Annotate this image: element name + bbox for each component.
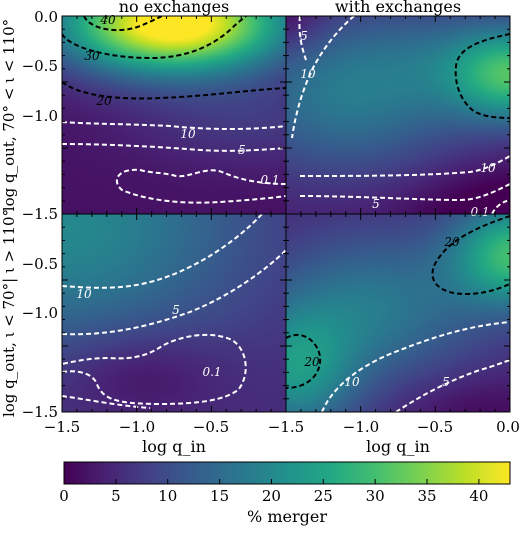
- y-axis-label-top: log q_out, 70° < ι < 110°: [0, 19, 18, 211]
- x-tick-label: −1.0: [343, 418, 379, 436]
- contour-label: 10: [180, 127, 196, 141]
- heatmap-bottom-left: [62, 214, 286, 412]
- contour-20-left: [286, 333, 322, 389]
- contour-0.1-corner: [491, 199, 510, 214]
- contour-5-upper: [298, 16, 307, 61]
- heatmap-bottom-right: [286, 214, 510, 412]
- y-tick-label: −1.5: [22, 403, 58, 421]
- contour-label: 20: [303, 355, 320, 369]
- contour-label: 5: [372, 197, 380, 211]
- contour-5: [395, 359, 510, 412]
- colorbar-tick-label: 25: [314, 487, 333, 505]
- y-axis-label-bottom: log q_out, ι < 70°| ι > 110°: [0, 209, 18, 417]
- contour-label: 20: [443, 235, 460, 249]
- column-title-no-exchanges: no exchanges: [119, 0, 230, 16]
- contour-0.1-bottom: [62, 395, 151, 409]
- y-tick-label: −1.5: [22, 205, 58, 223]
- contour-label: 0.1: [202, 365, 221, 379]
- colorbar-label: % merger: [247, 507, 327, 526]
- x-tick-label: −1.0: [119, 418, 155, 436]
- contour-label: 10: [76, 287, 92, 301]
- contour-10: [62, 214, 263, 289]
- colorbar-tick-label: 35: [417, 487, 436, 505]
- contour-20: [62, 81, 286, 100]
- x-axis-label: log q_in: [366, 437, 430, 456]
- y-tick-label: −0.5: [22, 57, 58, 75]
- contour-label: 5: [238, 143, 246, 157]
- contour-label: 10: [480, 161, 496, 175]
- contour-label: 10: [344, 375, 360, 389]
- contour-10: [321, 321, 510, 412]
- contour-10: [62, 121, 286, 130]
- contour-label: 5: [300, 29, 308, 43]
- x-tick-label: −1.5: [44, 418, 80, 436]
- colorbar-tick-label: 5: [111, 487, 121, 505]
- contour-label: 30: [84, 49, 100, 63]
- heatmap-top-right: [286, 16, 510, 214]
- x-tick-label: −0.5: [417, 418, 453, 436]
- x-tick-label: −0.5: [193, 418, 229, 436]
- contour-label: 40: [99, 13, 116, 27]
- contour-5-lower: [299, 183, 510, 202]
- y-tick-label: −0.5: [22, 255, 58, 273]
- contour-20-right: [431, 215, 510, 296]
- colorbar-tick-label: 40: [469, 487, 488, 505]
- contour-label: 0.1: [260, 173, 279, 187]
- colorbar-tick-label: 15: [210, 487, 229, 505]
- contour-label: 20: [95, 94, 112, 108]
- contour-0.1: [115, 168, 286, 204]
- y-tick-label: 0.0: [34, 8, 58, 26]
- x-axis-label: log q_in: [142, 437, 206, 456]
- x-tick-label: −1.5: [268, 418, 304, 436]
- y-tick-label: −1.0: [22, 107, 58, 125]
- heatmap-top-left: [62, 16, 286, 214]
- contour-10-upper: [291, 16, 355, 139]
- colorbar: [63, 461, 511, 485]
- column-title-with-exchanges: with exchanges: [335, 0, 461, 16]
- colorbar-tick-label: 10: [158, 487, 177, 505]
- contour-label: 5: [442, 375, 450, 389]
- y-tick-label: −1.0: [22, 304, 58, 322]
- contour-5: [62, 143, 286, 152]
- colorbar-tick-label: 20: [262, 487, 281, 505]
- contour-10-right: [454, 33, 510, 119]
- contour-30: [62, 16, 247, 60]
- contour-5: [62, 249, 286, 336]
- contour-10-lower: [299, 155, 510, 177]
- panel-frame: [285, 213, 511, 413]
- contour-label: 5: [172, 303, 180, 317]
- contour-label: 10: [300, 67, 316, 81]
- x-tick-label: 0.0: [496, 418, 520, 436]
- colorbar-tick-label: 30: [366, 487, 385, 505]
- contour-0.1: [62, 333, 247, 406]
- colorbar-tick-label: 0: [59, 487, 69, 505]
